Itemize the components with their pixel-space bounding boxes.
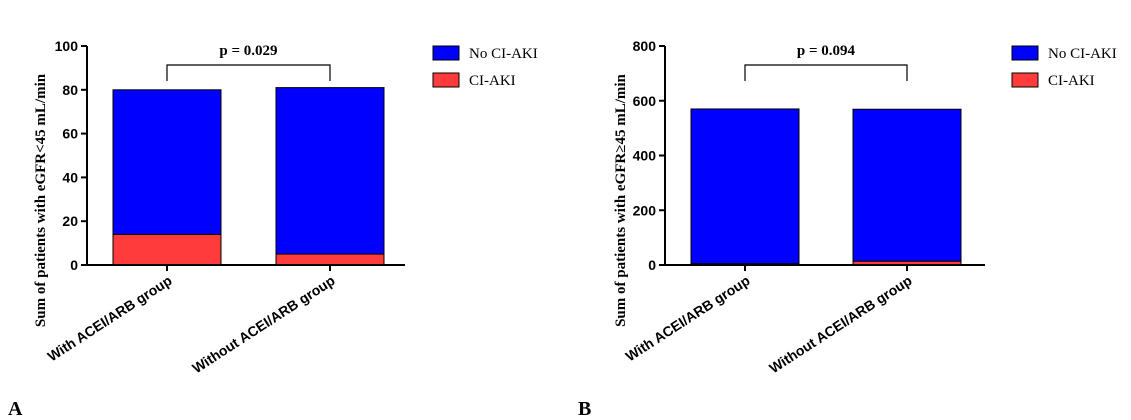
y-tick-label: 800 <box>633 38 657 54</box>
y-tick-label: 0 <box>70 257 78 273</box>
x-category-label: With ACEI/ARB group <box>622 272 752 364</box>
legend-label: CI-AKI <box>1048 73 1095 89</box>
y-tick-label: 400 <box>633 148 657 164</box>
significance-bracket <box>744 64 908 81</box>
y-tick-label: 60 <box>62 126 78 142</box>
y-tick-label: 200 <box>633 202 657 218</box>
y-tick-label: 20 <box>62 213 78 229</box>
chart-panel-a: 0 20 40 60 80 100 With ACEI/ARB group Without A… <box>8 38 538 420</box>
bar-no-ci-aki-2 <box>275 87 385 255</box>
y-tick-label: 40 <box>62 169 78 185</box>
bar-ci-aki-1 <box>112 233 222 266</box>
x-category-label: Without ACEI/ARB group <box>766 272 914 376</box>
x-category-label: With ACEI/ARB group <box>44 272 174 364</box>
p-value-annotation: p = 0.094 <box>797 43 856 59</box>
legend-swatch-ci-aki <box>1011 72 1039 88</box>
legend-swatch-no-ci-aki <box>1011 45 1039 61</box>
x-category-label: Without ACEI/ARB group <box>189 272 337 376</box>
y-tick-label: 100 <box>55 38 79 54</box>
bar-ci-aki-2 <box>275 253 385 266</box>
bar-no-ci-aki-1 <box>112 89 222 235</box>
y-axis-label: Sum of patients with eGFR<45 mL/min <box>33 73 49 327</box>
panel-letter: B <box>578 398 591 420</box>
legend-swatch-no-ci-aki <box>432 45 460 61</box>
y-tick-label: 80 <box>62 82 78 98</box>
panel-letter: A <box>8 398 23 420</box>
y-axis-label: Sum of patients with eGFR≥45 mL/min <box>613 73 629 326</box>
bar-no-ci-aki-2 <box>852 108 962 262</box>
bar-no-ci-aki-1 <box>690 108 800 265</box>
legend-label: CI-AKI <box>469 73 516 89</box>
legend-swatch-ci-aki <box>432 72 460 88</box>
legend-label: No CI-AKI <box>1048 46 1117 62</box>
p-value-annotation: p = 0.029 <box>219 43 277 59</box>
chart-panel-b: 0 200 400 600 800 With ACEI/ARB group Without … <box>578 38 1117 420</box>
legend-label: No CI-AKI <box>469 46 538 62</box>
significance-bracket <box>166 64 331 81</box>
y-tick-label: 600 <box>633 93 657 109</box>
y-tick-label: 0 <box>648 257 656 273</box>
